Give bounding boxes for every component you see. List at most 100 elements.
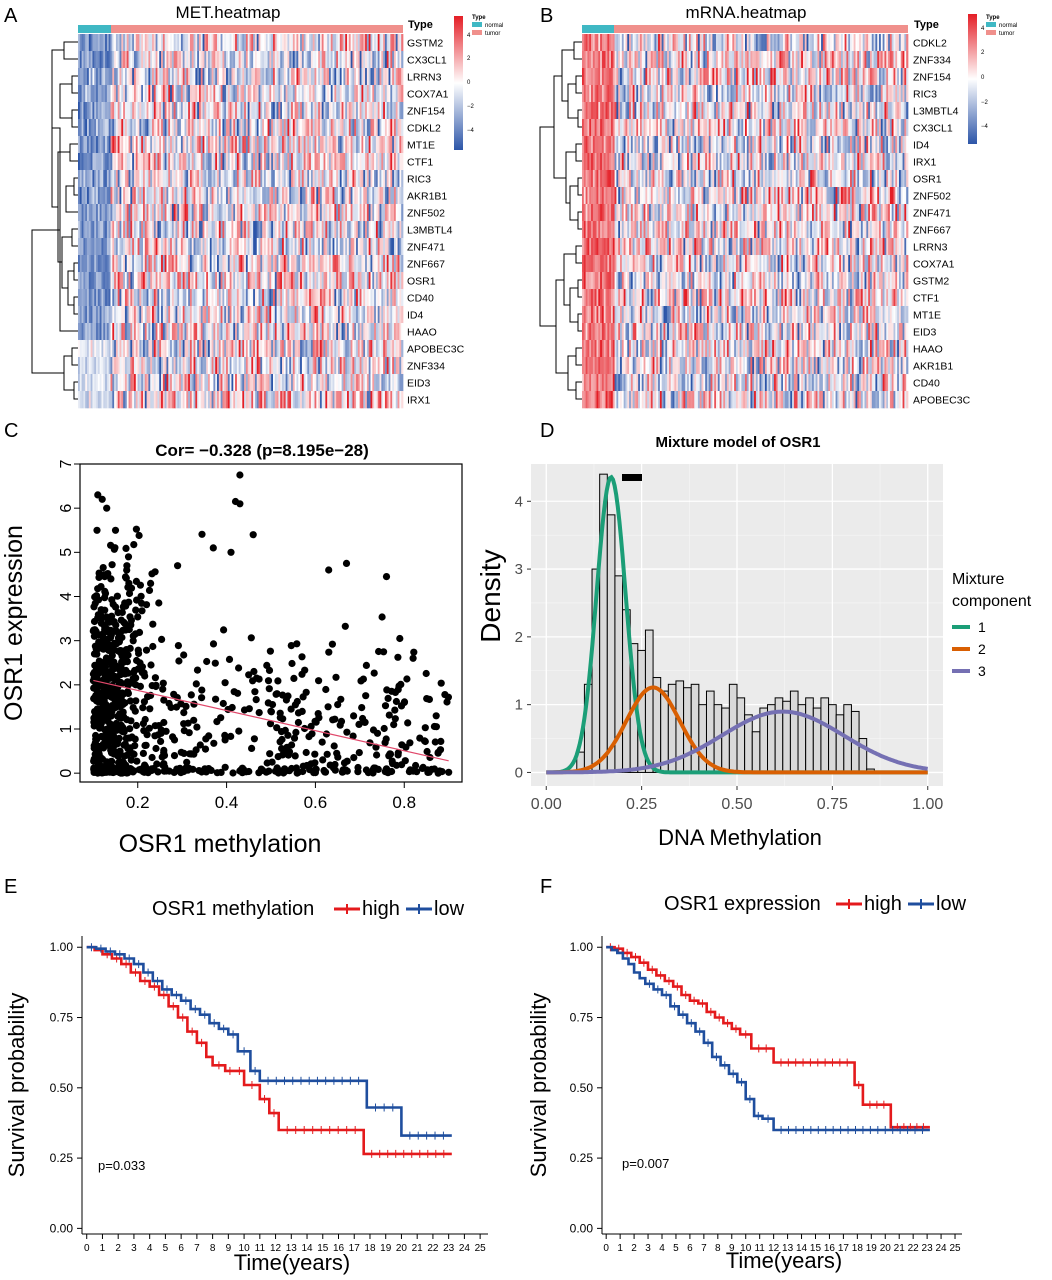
- met-cell: [278, 374, 281, 392]
- met-cell: [381, 119, 384, 137]
- met-cell: [292, 357, 296, 375]
- met-cell: [361, 153, 364, 171]
- met-cell: [301, 272, 305, 290]
- mrna-cell: [770, 68, 773, 86]
- mrna-cell: [828, 102, 831, 120]
- met-cell: [247, 221, 250, 239]
- met-cell: [262, 221, 265, 239]
- mrna-cell: [625, 51, 628, 69]
- met-cell: [395, 340, 398, 358]
- met-cell: [393, 272, 397, 290]
- met-cell: [251, 68, 254, 86]
- met-cell: [96, 153, 99, 171]
- met-cell: [161, 391, 164, 409]
- met-cell: [99, 85, 102, 103]
- met-cell: [162, 85, 166, 103]
- met-cell: [83, 170, 86, 188]
- met-cell: [263, 187, 267, 205]
- met-row-label: ZNF471: [407, 241, 445, 253]
- met-cell: [150, 204, 153, 222]
- met-cell: [94, 272, 97, 290]
- met-cell: [240, 289, 243, 307]
- met-cell: [144, 221, 147, 239]
- met-cell: [375, 357, 379, 375]
- met-cell: [85, 187, 88, 205]
- mrna-cell: [844, 85, 847, 103]
- met-cell: [319, 272, 323, 290]
- met-cell: [153, 374, 156, 392]
- met-cell: [211, 289, 214, 307]
- met-cell: [285, 102, 288, 120]
- met-cell: [379, 323, 382, 341]
- met-cell: [298, 221, 301, 239]
- mrna-cell: [636, 102, 639, 120]
- mrna-cell: [650, 34, 653, 52]
- met-cell: [280, 391, 283, 409]
- met-cell: [166, 170, 169, 188]
- met-cell: [85, 374, 88, 392]
- met-cell: [155, 119, 158, 137]
- met-cell: [388, 272, 391, 290]
- met-cell: [347, 51, 350, 69]
- met-cell: [379, 170, 382, 188]
- met-cell: [289, 204, 292, 222]
- met-cell: [105, 204, 108, 222]
- mrna-cell: [687, 119, 690, 137]
- met-cell: [365, 102, 368, 120]
- met-cell: [269, 136, 272, 154]
- mrna-cell: [585, 51, 588, 69]
- met-cell: [348, 136, 351, 154]
- met-cell: [152, 238, 155, 256]
- met-cell: [108, 51, 111, 69]
- met-cell: [226, 170, 229, 188]
- met-cell: [231, 306, 234, 324]
- met-cell: [332, 357, 335, 375]
- met-cell: [195, 289, 198, 307]
- met-cell: [222, 255, 225, 273]
- met-cell: [112, 136, 115, 154]
- met-cell: [137, 391, 140, 409]
- met-cell: [215, 153, 218, 171]
- met-cell: [197, 51, 200, 69]
- met-heatmap-cells: [78, 34, 404, 409]
- mrna-cell: [598, 51, 601, 69]
- met-cell: [247, 68, 250, 86]
- met-cell: [274, 153, 277, 171]
- met-cell: [157, 289, 160, 307]
- met-cell: [168, 153, 171, 171]
- met-cell: [189, 238, 193, 256]
- met-cell: [366, 204, 370, 222]
- met-cell: [368, 187, 371, 205]
- met-cell: [222, 136, 225, 154]
- met-cell: [263, 170, 267, 188]
- met-cell: [168, 272, 171, 290]
- mrna-cell: [754, 34, 757, 52]
- met-cell: [372, 340, 375, 358]
- mrna-cell: [634, 51, 637, 69]
- met-cell: [372, 170, 375, 188]
- mrna-cell: [900, 34, 903, 52]
- met-cell: [170, 85, 173, 103]
- met-cell: [146, 289, 149, 307]
- met-cell: [88, 34, 91, 52]
- met-cell: [153, 102, 156, 120]
- met-cell: [119, 306, 122, 324]
- mrna-cell: [819, 102, 822, 120]
- mrna-cell: [645, 119, 648, 137]
- met-cell: [319, 289, 323, 307]
- met-cell: [327, 102, 330, 120]
- mrna-cell: [880, 34, 883, 52]
- met-cell: [253, 119, 256, 137]
- met-cell: [224, 272, 227, 290]
- met-cell: [227, 306, 231, 324]
- met-cell: [314, 136, 317, 154]
- met-cell: [383, 323, 386, 341]
- met-cell: [307, 85, 310, 103]
- mrna-cell: [705, 119, 708, 137]
- met-cell: [108, 340, 111, 358]
- met-cell: [334, 187, 337, 205]
- met-cell: [365, 374, 368, 392]
- met-cell: [112, 221, 115, 239]
- met-cell: [209, 221, 212, 239]
- mrna-cell: [670, 119, 673, 137]
